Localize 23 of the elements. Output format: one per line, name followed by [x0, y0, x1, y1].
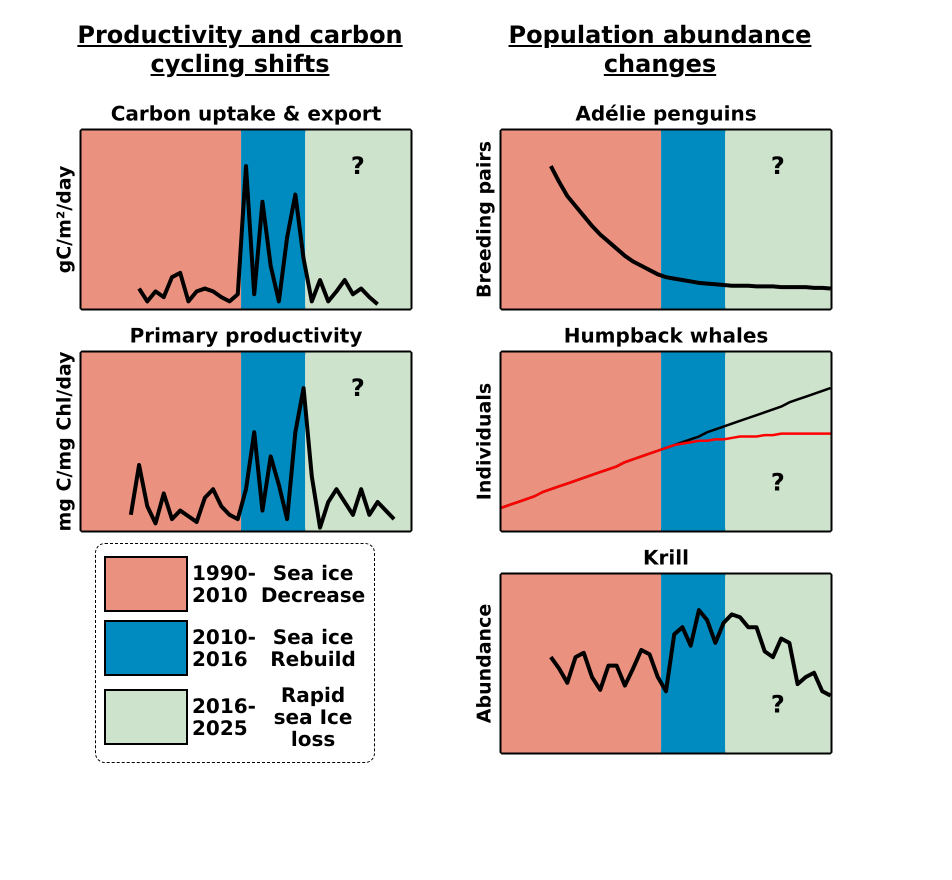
annotation: ?: [770, 468, 785, 496]
chart-title: Primary productivity: [130, 324, 362, 348]
annotation: ?: [770, 152, 785, 180]
chart-title: Carbon uptake & export: [110, 102, 382, 126]
y-axis-title: Abundance: [474, 604, 496, 724]
annotation: ?: [770, 690, 785, 718]
y-axis-title: gC/m²/day: [54, 165, 76, 274]
text: Sea ice Decrease: [260, 561, 366, 607]
annotation: ?: [350, 152, 365, 180]
chart-subtitle: Productivity and carbon cycling shifts: [76, 21, 404, 79]
text: 2016-2025: [192, 694, 257, 740]
text: 2010-2016: [192, 625, 257, 671]
chart-title: Adélie penguins: [575, 102, 757, 126]
text: Rapid sea Ice loss: [272, 683, 354, 751]
chart-subtitle: Population abundance changes: [508, 21, 812, 79]
chart-title: Humpback whales: [564, 324, 768, 348]
text: Sea ice Rebuild: [269, 625, 357, 671]
text: 1990-2010: [192, 561, 257, 607]
annotation: ?: [350, 374, 365, 402]
y-axis-title: Breeding pairs: [474, 140, 496, 298]
y-axis-title: mg C/mg Chl/day: [54, 350, 76, 532]
y-axis-title: Individuals: [474, 382, 496, 500]
chart-title: Krill: [643, 546, 689, 570]
